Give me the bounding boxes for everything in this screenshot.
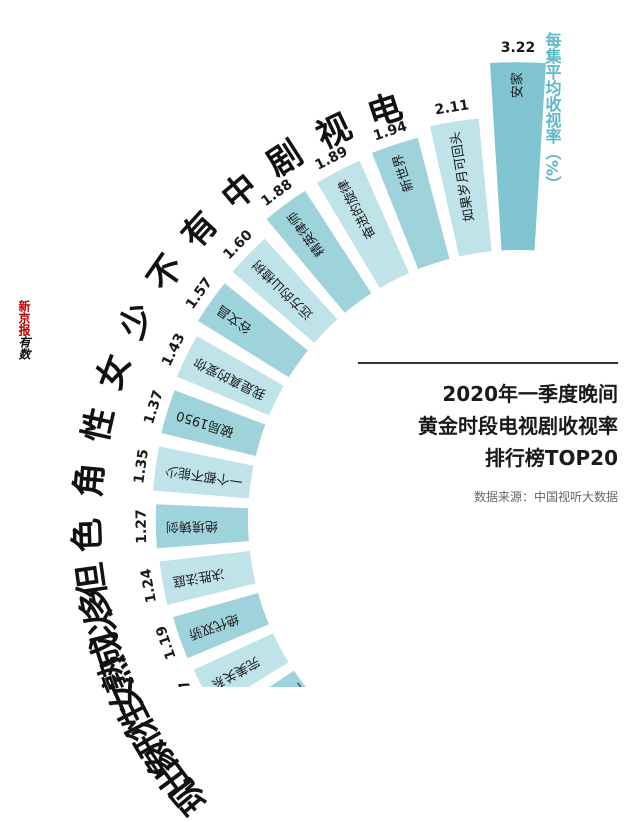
- chart-title-line-2: 黄金时段电视剧收视率: [418, 414, 618, 438]
- data-source: 数据来源：中国视听大数据: [473, 490, 618, 504]
- headline-char: 色: [67, 517, 109, 553]
- value-label: 1.19: [153, 623, 179, 661]
- chart-title-block: 2020年一季度晚间 黄金时段电视剧收视率 排行榜TOP20 数据来源：中国视听…: [358, 362, 618, 505]
- value-label: 1.37: [141, 388, 167, 426]
- headline-char: 角: [68, 460, 112, 499]
- bar-7: [197, 283, 308, 378]
- value-label: 1.24: [138, 567, 160, 604]
- bar-1: [490, 62, 546, 251]
- bar-4: [316, 160, 410, 289]
- bar-10: [153, 446, 254, 499]
- y-axis-label: 每集平均收视率（%）: [543, 31, 563, 192]
- bar-15: [269, 670, 306, 687]
- value-label: 2.11: [434, 97, 471, 118]
- bar-9: [161, 390, 266, 457]
- bar-13: [173, 593, 269, 659]
- value-label: 3.22: [501, 40, 536, 56]
- bar-11: [155, 504, 249, 549]
- value-label: 1.35: [131, 448, 152, 484]
- bar-6: [232, 238, 338, 343]
- category-label: 安家: [510, 72, 526, 98]
- bar-2: [430, 118, 492, 257]
- category-label: 绝境铸剑: [166, 518, 218, 535]
- bar-3: [371, 137, 450, 270]
- brand-tag: 有数: [17, 336, 31, 360]
- brand-logo-text: 新京报: [17, 300, 31, 336]
- value-label: 1.17: [176, 677, 206, 687]
- radial-bar-chart: 安家3.22如果岁月可回头2.11新世界1.94奋进的旋律1.89精英律师1.8…: [131, 31, 563, 687]
- brand-logo: 新京报 有数: [16, 300, 50, 420]
- value-label: 1.27: [134, 509, 151, 544]
- infographic: 安家 3.22 如果岁月可回头 2.11 新世界 1.94 奋进的旋律 1.89 精英律师 1.8…: [16, 31, 618, 822]
- chart-title-line-1: 2020年一季度晚间: [442, 382, 618, 406]
- bar-5: [266, 190, 372, 313]
- headline-char: 性: [75, 403, 122, 446]
- bar-8: [176, 336, 284, 416]
- chart-title-line-3: 排行榜TOP20: [484, 446, 618, 470]
- bar-12: [159, 551, 256, 605]
- bar-14: [193, 633, 289, 687]
